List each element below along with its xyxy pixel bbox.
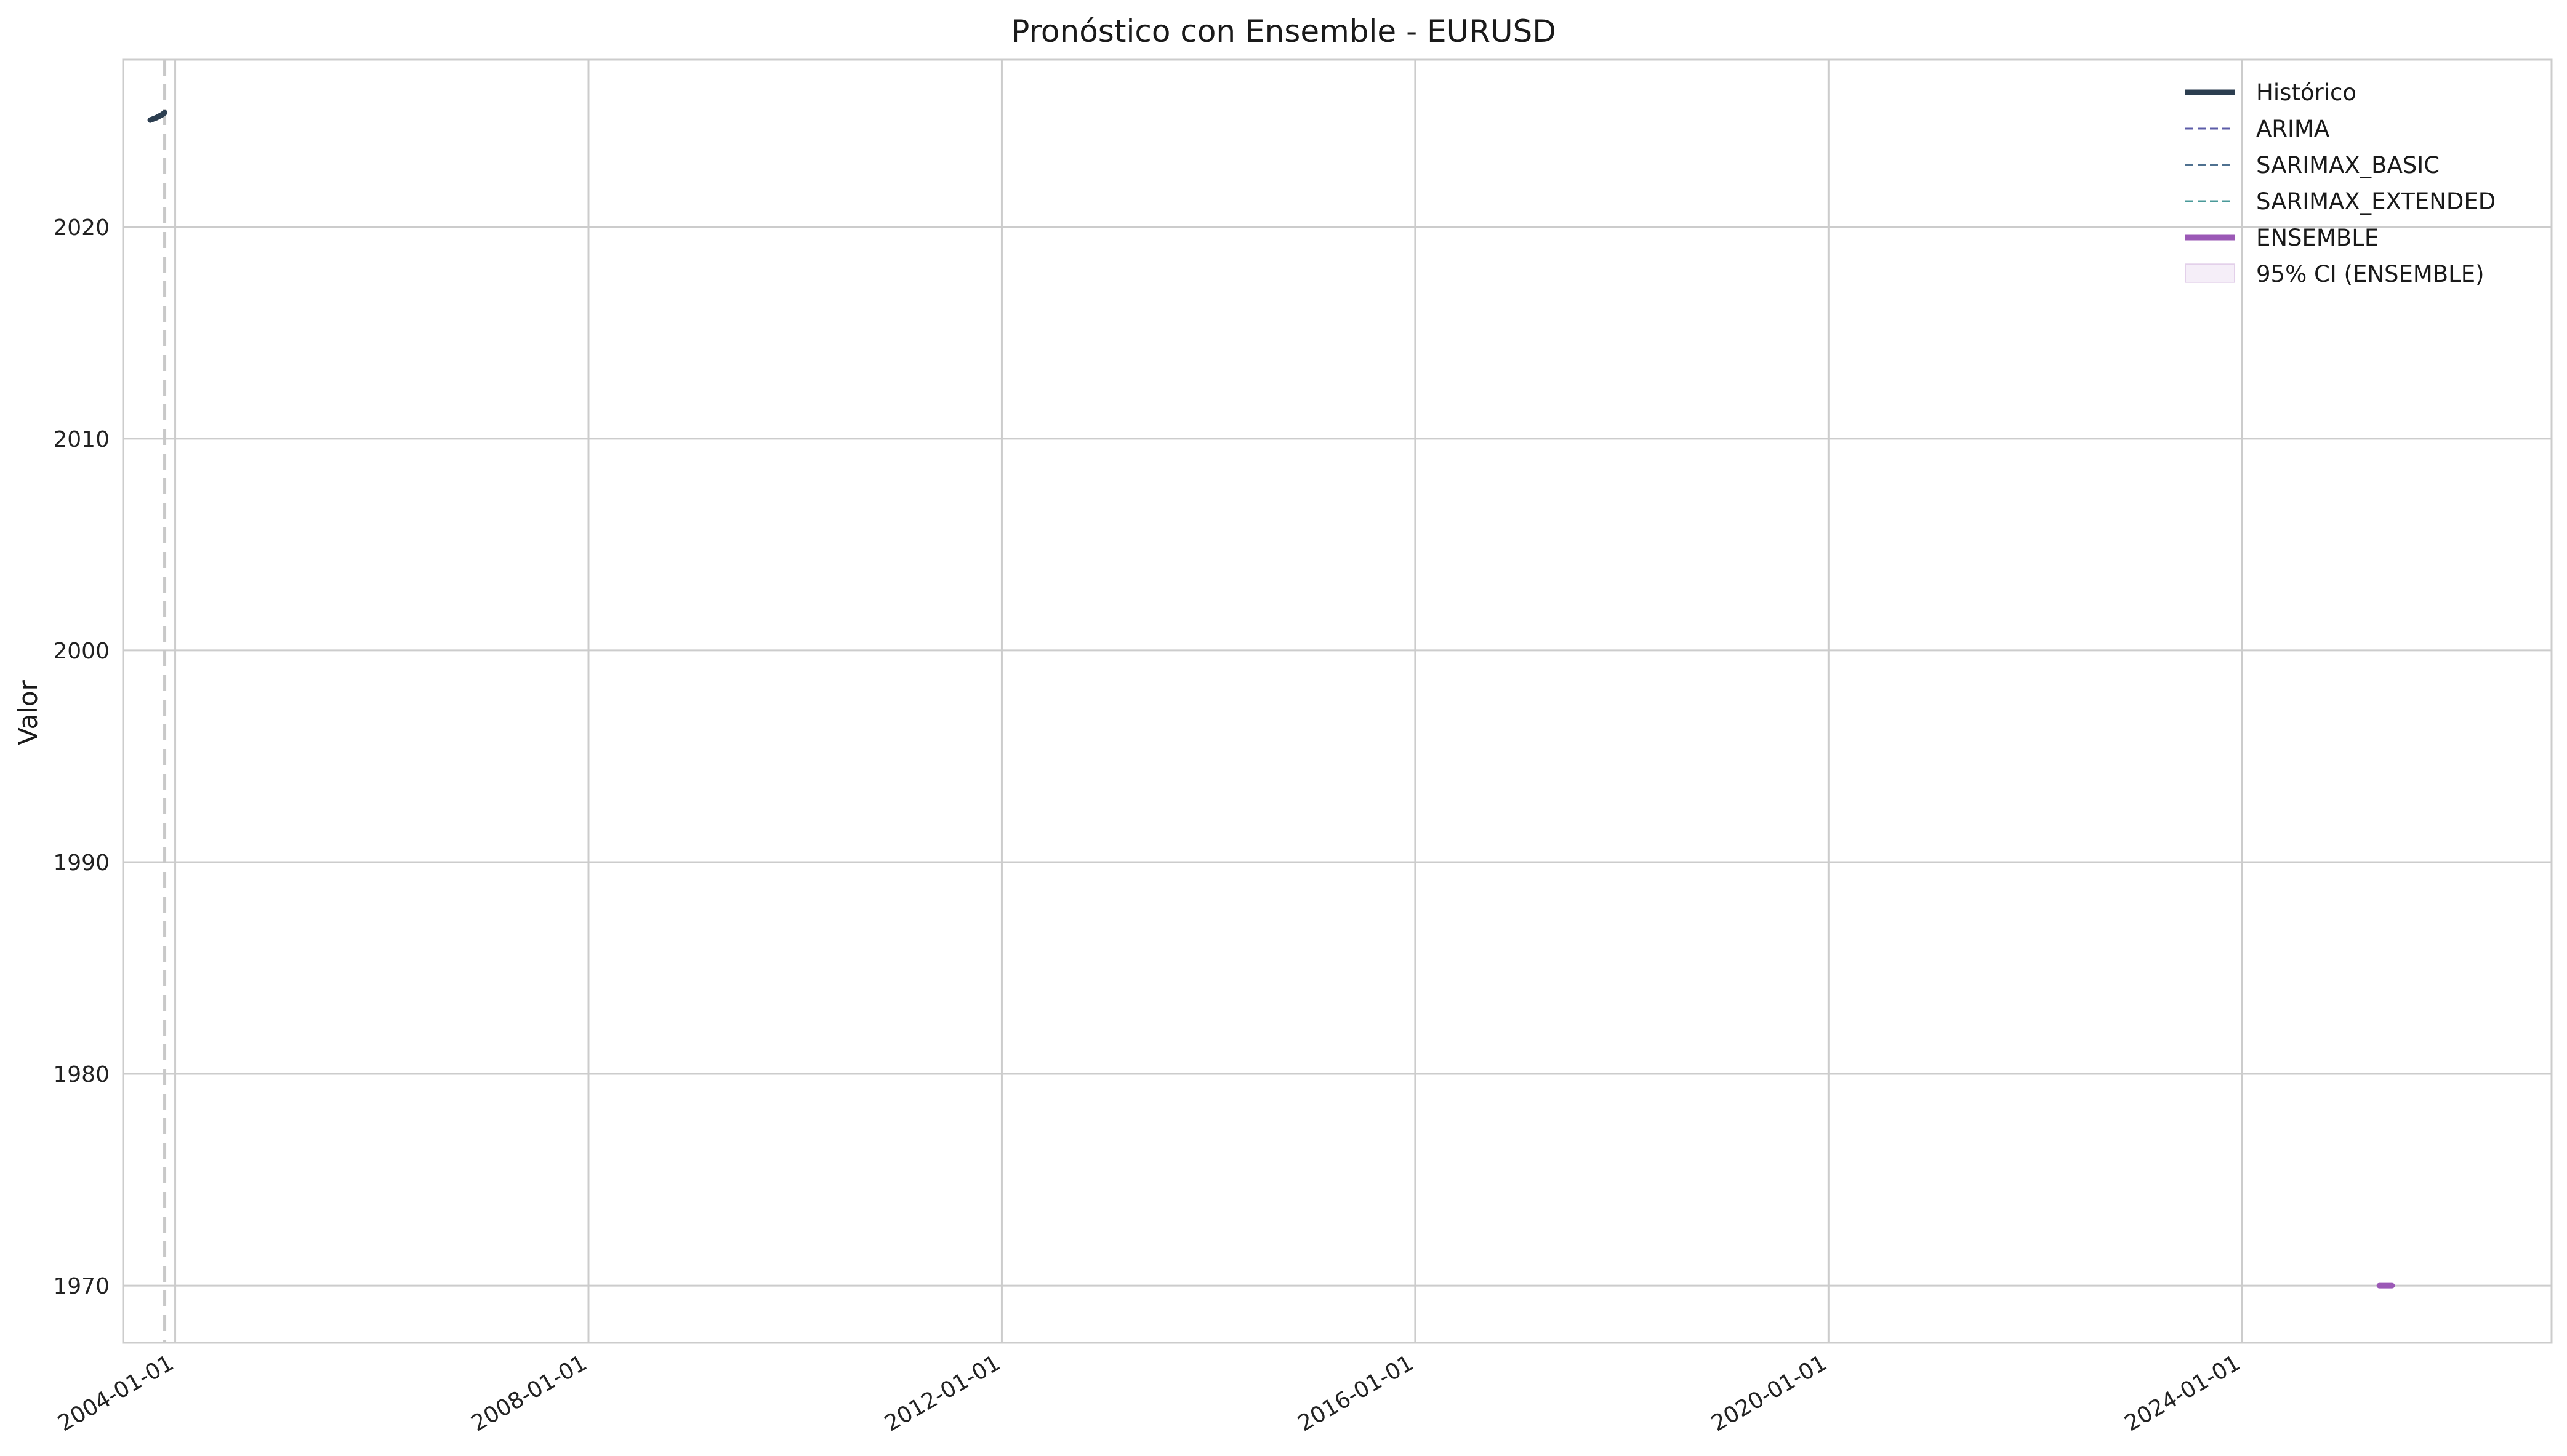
y-tick-label: 2010: [53, 427, 110, 452]
x-tick-label: 2004-01-01: [54, 1350, 178, 1436]
y-tick-label: 1980: [53, 1062, 110, 1087]
chart-title: Pronóstico con Ensemble - EURUSD: [1011, 14, 1556, 49]
legend: Histórico ARIMA SARIMAX_BASIC SARIMAX_EXTEN…: [2185, 79, 2496, 287]
y-axis-label: Valor: [13, 679, 43, 745]
x-tick-label: 2012-01-01: [880, 1350, 1005, 1436]
series-line: [147, 110, 168, 123]
y-tick-label: 2000: [53, 639, 110, 664]
legend-label: Histórico: [2256, 79, 2356, 106]
plot-series: [147, 110, 2395, 1289]
axis-ticks: 1970 1980 1990 2000 2010 2020 2004-01-01 2008-0…: [53, 215, 2244, 1437]
x-tick-label: 2020-01-01: [1707, 1350, 1831, 1436]
legend-swatch: [2185, 263, 2235, 283]
grid-lines: [123, 60, 2552, 1343]
y-tick-label: 1990: [53, 850, 110, 876]
y-tick-label: 1970: [53, 1274, 110, 1299]
legend-label: SARIMAX_BASIC: [2256, 152, 2440, 178]
legend-label: 95% CI (ENSEMBLE): [2256, 261, 2485, 287]
legend-label: SARIMAX_EXTENDED: [2256, 188, 2496, 215]
x-tick-label: 2024-01-01: [2121, 1350, 2245, 1436]
legend-label: ENSEMBLE: [2256, 225, 2379, 251]
y-tick-label: 2020: [53, 215, 110, 241]
legend-label: ARIMA: [2256, 116, 2329, 142]
x-tick-label: 2008-01-01: [467, 1350, 592, 1436]
x-tick-label: 2016-01-01: [1294, 1350, 1418, 1436]
plot-frame: [122, 58, 2553, 1344]
